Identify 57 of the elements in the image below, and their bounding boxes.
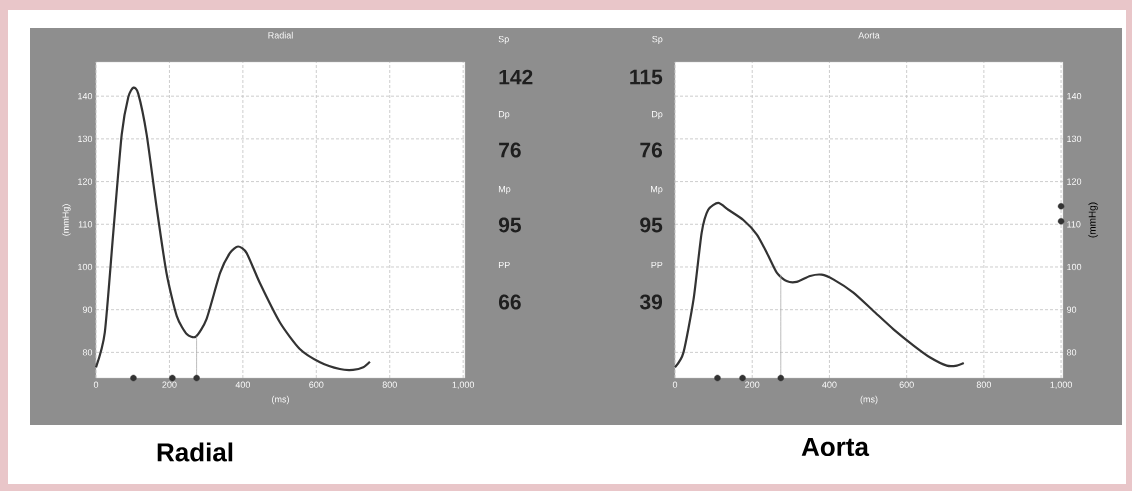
text: 76	[499, 142, 521, 158]
x-tick-label: 600	[899, 381, 914, 388]
point	[777, 374, 784, 382]
y-tick-label: 130	[78, 135, 93, 143]
x-tick-label: 200	[745, 381, 760, 388]
point	[739, 374, 746, 382]
x-tick-label: 200	[162, 381, 177, 388]
x-axis-title: (ms)	[860, 395, 878, 405]
y2-tick-label: 120	[1067, 178, 1082, 185]
y2-tick-label: 90	[1066, 306, 1077, 313]
text: Mp	[498, 185, 511, 195]
x-tick-label: 1,000	[452, 381, 475, 389]
line-series	[94, 86, 372, 371]
y-tick-label: 140	[78, 92, 93, 100]
text: 76	[640, 142, 663, 158]
line-series	[673, 201, 965, 369]
x-axis-title: (ms)	[272, 395, 289, 405]
x-tick-label: 0	[93, 381, 99, 388]
chart-title: Aorta	[858, 32, 880, 39]
y2-tick-label: 80	[1066, 349, 1077, 356]
text: 115	[630, 69, 663, 85]
text: 142	[499, 69, 533, 85]
y-tick-label: 80	[82, 349, 93, 356]
text: Mp	[651, 185, 663, 195]
text: PP	[651, 261, 663, 269]
y2-tick-label: 100	[1067, 263, 1082, 271]
x-tick-label: 400	[235, 381, 251, 388]
y2-axis-title: (mmHg)	[1088, 202, 1098, 238]
point	[1057, 218, 1065, 225]
y2-tick-label: 140	[1067, 92, 1082, 100]
y-axis-title: (mmHg)	[62, 204, 71, 236]
text: PP	[498, 261, 510, 269]
y-tick-label: 110	[78, 221, 93, 228]
x-tick-label: 800	[976, 381, 992, 388]
y2-tick-label: 110	[1067, 221, 1081, 228]
text: 39	[639, 294, 663, 310]
y-tick-label: 90	[82, 306, 93, 313]
text: Sp	[652, 35, 663, 45]
x-tick-label: 0	[672, 381, 678, 388]
point	[714, 374, 721, 382]
x-tick-label: 800	[382, 381, 397, 388]
x-tick-label: 600	[309, 381, 324, 388]
text: 95	[498, 217, 521, 233]
text: Dp	[498, 110, 510, 120]
y2-tick-label: 130	[1067, 135, 1082, 143]
text: Radial	[157, 442, 233, 462]
chart-title: Radial	[268, 31, 293, 39]
text: Sp	[498, 35, 509, 45]
text: 95	[640, 217, 663, 233]
x-tick-label: 400	[822, 381, 837, 388]
text: Dp	[652, 110, 663, 120]
text: Aorta	[801, 437, 870, 457]
point	[1057, 203, 1065, 210]
x-tick-label: 1,000	[1050, 381, 1072, 389]
text: 66	[498, 294, 521, 310]
y-tick-label: 120	[78, 178, 93, 185]
y-tick-label: 100	[78, 263, 93, 271]
